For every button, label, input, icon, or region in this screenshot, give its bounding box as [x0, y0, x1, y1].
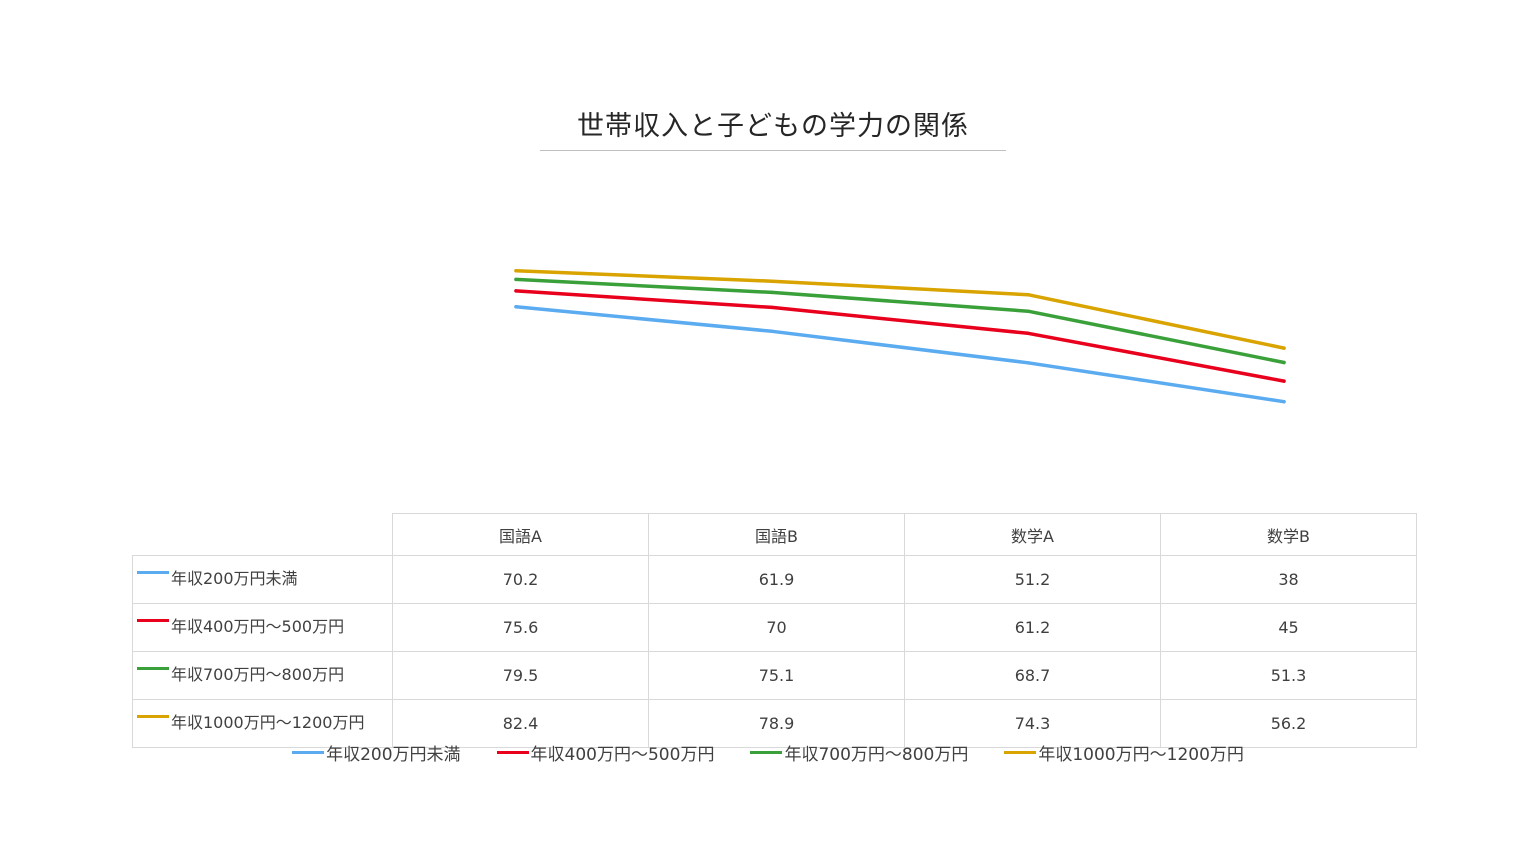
data-point: [1026, 293, 1030, 297]
legend-item: 年収400万円～500万円: [496, 740, 715, 765]
data-point: [514, 277, 518, 282]
data-cell: 51.3: [1160, 651, 1417, 700]
data-cell: 79.5: [392, 651, 649, 700]
data-point: [1282, 346, 1286, 350]
legend-item: 年収200万円未満: [292, 740, 461, 765]
series-row-header: 年収700万円～800万円: [132, 651, 393, 700]
data-cell: 70: [648, 603, 905, 652]
data-cell: 61.2: [904, 603, 1161, 652]
data-point: [1282, 400, 1286, 404]
series-name: 年収1000万円～1200万円: [171, 712, 365, 732]
data-cell: 61.9: [648, 555, 905, 604]
series-name: 年収200万円未満: [171, 568, 298, 588]
data-cell: 74.3: [904, 699, 1161, 748]
data-point: [770, 329, 774, 333]
legend-key: [750, 751, 783, 754]
line-chart-plot: [514, 269, 1286, 404]
series-row-header: 年収200万円未満: [132, 555, 393, 604]
series-key: [137, 570, 169, 574]
data-table: 国語A 国語B 数学A 数学B 年収200万円未満 70.2 61.9 51.2…: [132, 513, 1417, 748]
category-label: 国語B: [648, 513, 905, 556]
legend-label: 年収200万円未満: [326, 745, 461, 765]
data-table-row: 年収200万円未満 70.2 61.9 51.2 38: [132, 555, 1417, 604]
data-point: [514, 269, 518, 273]
series-row-header: 年収1000万円～1200万円: [132, 699, 393, 748]
data-table-row: 年収700万円～800万円 79.5 75.1 68.7 51.3: [132, 651, 1417, 700]
series-line: [514, 289, 1286, 383]
title-underline: [540, 150, 1006, 151]
series-row-header: 年収400万円～500万円: [132, 603, 393, 652]
series-key: [137, 666, 169, 670]
data-cell: 45: [1160, 603, 1417, 652]
data-cell: 68.7: [904, 651, 1161, 700]
legend-key: [496, 751, 529, 754]
data-point: [770, 305, 774, 310]
data-table-header-row: 国語A 国語B 数学A 数学B: [132, 513, 1417, 556]
legend-label: 年収400万円～500万円: [530, 745, 715, 765]
data-point: [770, 290, 774, 295]
data-cell: 56.2: [1160, 699, 1417, 748]
legend-key: [1004, 751, 1037, 754]
data-cell: 75.1: [648, 651, 905, 700]
series-name: 年収400万円～500万円: [171, 616, 345, 636]
category-label: 数学B: [1160, 513, 1417, 556]
data-cell: 38: [1160, 555, 1417, 604]
data-cell: 82.4: [392, 699, 649, 748]
series-name: 年収700万円～800万円: [171, 664, 345, 684]
series-line: [514, 277, 1286, 365]
series-line: [514, 269, 1286, 350]
data-point: [1026, 361, 1030, 365]
data-table-row: 年収1000万円～1200万円 82.4 78.9 74.3 56.2: [132, 699, 1417, 748]
legend-key: [292, 751, 325, 754]
data-table-corner: [132, 513, 393, 556]
chart-title: 世帯収入と子どもの学力の関係: [577, 111, 969, 142]
data-point: [1026, 309, 1030, 313]
data-point: [770, 279, 774, 283]
legend-label: 年収700万円～800万円: [784, 745, 969, 765]
legend-item: 年収700万円～800万円: [750, 740, 968, 765]
data-table-row: 年収400万円～500万円 75.6 70 61.2 45: [132, 603, 1417, 652]
category-label: 国語A: [392, 513, 649, 556]
data-point: [1026, 331, 1030, 335]
data-cell: 75.6: [392, 603, 649, 652]
series-line: [514, 305, 1286, 404]
data-cell: 78.9: [648, 699, 905, 748]
data-point: [514, 305, 518, 309]
series-key: [137, 618, 169, 622]
legend-item: 年収1000万円～1200万円: [1004, 740, 1244, 765]
chart-legend: 年収200万円未満 年収400万円～500万円 年収700万円～800万円 年収…: [0, 740, 1536, 765]
data-point: [1282, 360, 1286, 365]
data-point: [514, 289, 518, 293]
data-cell: 51.2: [904, 555, 1161, 604]
data-point: [1282, 379, 1286, 383]
series-key: [137, 714, 169, 718]
data-cell: 70.2: [392, 555, 649, 604]
category-label: 数学A: [904, 513, 1161, 556]
legend-label: 年収1000万円～1200万円: [1038, 745, 1244, 765]
